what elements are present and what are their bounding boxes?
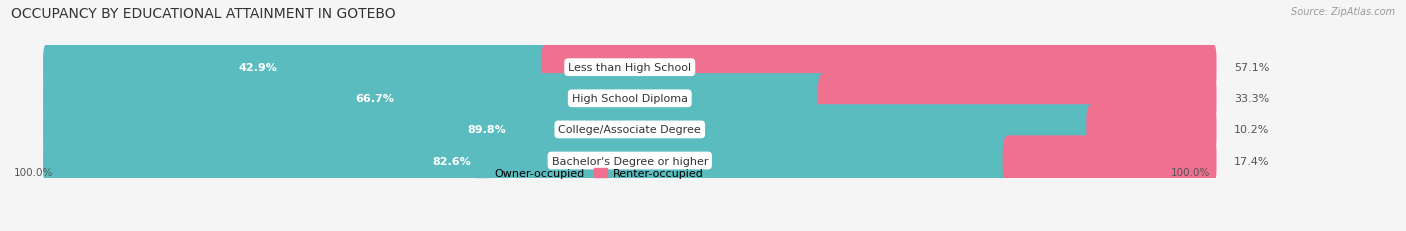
Text: 100.0%: 100.0% xyxy=(14,168,53,178)
Text: 33.3%: 33.3% xyxy=(1234,94,1270,104)
Text: High School Diploma: High School Diploma xyxy=(572,94,688,104)
FancyBboxPatch shape xyxy=(44,105,1216,155)
Text: 10.2%: 10.2% xyxy=(1234,125,1270,135)
Text: 89.8%: 89.8% xyxy=(468,125,506,135)
Text: Less than High School: Less than High School xyxy=(568,63,692,73)
Legend: Owner-occupied, Renter-occupied: Owner-occupied, Renter-occupied xyxy=(471,164,709,183)
Text: College/Associate Degree: College/Associate Degree xyxy=(558,125,702,135)
Text: 42.9%: 42.9% xyxy=(239,63,277,73)
Text: 82.6%: 82.6% xyxy=(433,156,471,166)
Text: 100.0%: 100.0% xyxy=(1171,168,1211,178)
FancyBboxPatch shape xyxy=(44,43,553,93)
Text: Bachelor's Degree or higher: Bachelor's Degree or higher xyxy=(551,156,709,166)
Text: Source: ZipAtlas.com: Source: ZipAtlas.com xyxy=(1291,7,1395,17)
Text: 17.4%: 17.4% xyxy=(1234,156,1270,166)
Text: OCCUPANCY BY EDUCATIONAL ATTAINMENT IN GOTEBO: OCCUPANCY BY EDUCATIONAL ATTAINMENT IN G… xyxy=(11,7,396,21)
FancyBboxPatch shape xyxy=(44,136,1216,186)
FancyBboxPatch shape xyxy=(541,43,1216,93)
FancyBboxPatch shape xyxy=(818,74,1216,124)
FancyBboxPatch shape xyxy=(44,105,1098,155)
Text: 57.1%: 57.1% xyxy=(1234,63,1270,73)
FancyBboxPatch shape xyxy=(1087,105,1216,155)
FancyBboxPatch shape xyxy=(44,136,1014,186)
Text: 66.7%: 66.7% xyxy=(354,94,394,104)
FancyBboxPatch shape xyxy=(44,74,1216,124)
FancyBboxPatch shape xyxy=(44,43,1216,93)
FancyBboxPatch shape xyxy=(44,74,830,124)
FancyBboxPatch shape xyxy=(1002,136,1216,186)
